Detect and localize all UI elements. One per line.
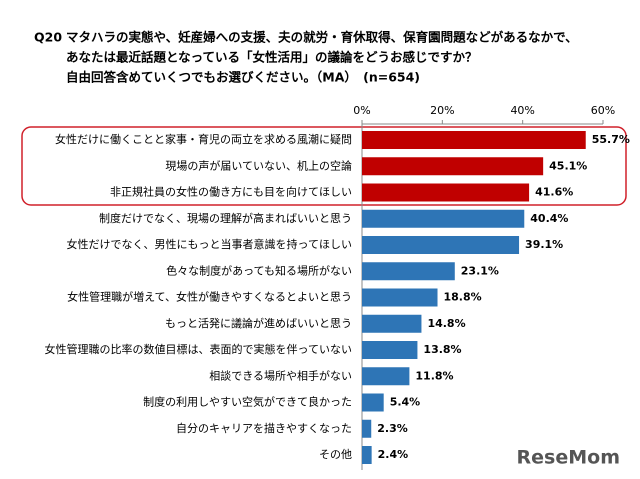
category-label: 現場の声が届いていない、机上の空論 bbox=[165, 158, 352, 172]
category-label: 女性管理職の比率の数値目標は、表面的で実態を伴っていない bbox=[45, 342, 352, 356]
chart-title: 自由回答含めていくつでもお選びください。（MA） (n=654) bbox=[66, 70, 420, 85]
category-label: 制度の利用しやすい空気ができて良かった bbox=[143, 395, 352, 409]
value-label: 39.1% bbox=[525, 238, 563, 251]
bar bbox=[362, 131, 586, 149]
value-label: 18.8% bbox=[444, 291, 482, 304]
x-tick-label: 60% bbox=[591, 104, 615, 117]
category-label: 自分のキャリアを描きやすくなった bbox=[176, 421, 352, 435]
bar bbox=[362, 314, 422, 333]
category-label: 女性だけに働くことと家事・育児の両立を求める風潮に疑問 bbox=[55, 132, 352, 146]
x-tick-label: 0% bbox=[353, 104, 370, 117]
value-label: 40.4% bbox=[530, 212, 568, 225]
bar bbox=[362, 367, 410, 386]
category-label: 相談できる場所や相手がない bbox=[209, 368, 352, 382]
value-label: 23.1% bbox=[461, 264, 499, 277]
category-label: 色々な制度があっても知る場所がない bbox=[166, 263, 352, 277]
value-label: 2.3% bbox=[377, 422, 408, 435]
value-label: 13.8% bbox=[423, 343, 461, 356]
category-label: 非正規社員の女性の働き方にも目を向けてほしい bbox=[110, 185, 352, 199]
category-label: 女性管理職が増えて、女性が働きやすくなるとよいと思う bbox=[67, 290, 352, 304]
bar bbox=[362, 446, 372, 464]
category-label: 制度だけでなく、現場の理解が高まればいいと思う bbox=[99, 211, 352, 225]
category-label: 女性だけでなく、男性にもっと当事者意識を持ってほしい bbox=[67, 237, 352, 251]
bar bbox=[362, 288, 438, 307]
value-label: 55.7% bbox=[592, 133, 630, 146]
bar bbox=[362, 157, 544, 176]
highlight-box bbox=[21, 126, 627, 206]
value-label: 45.1% bbox=[549, 159, 587, 172]
watermark: ReseMom bbox=[517, 447, 620, 469]
chart-title: マタハラの実態や、妊産婦への支援、夫の就労・育休取得、保育園問題などがあるなかで… bbox=[66, 30, 578, 45]
question-number: Q20 bbox=[34, 30, 62, 45]
category-label: その他 bbox=[319, 448, 352, 461]
value-label: 2.4% bbox=[378, 448, 409, 461]
x-tick-label: 20% bbox=[430, 104, 454, 117]
bar bbox=[362, 262, 455, 281]
value-label: 41.6% bbox=[535, 186, 573, 199]
value-label: 5.4% bbox=[390, 396, 421, 409]
bar bbox=[362, 419, 372, 438]
category-label: もっと活発に議論が進めばいいと思う bbox=[165, 316, 352, 330]
value-label: 14.8% bbox=[427, 317, 465, 330]
value-label: 11.8% bbox=[415, 369, 453, 382]
chart-title: あなたは最近話題となっている「女性活用」の議論をどうお感じですか？ bbox=[66, 50, 478, 65]
x-tick-label: 40% bbox=[510, 104, 534, 117]
bar bbox=[362, 393, 384, 412]
bar bbox=[362, 209, 525, 228]
bar bbox=[362, 183, 530, 202]
bar bbox=[362, 236, 520, 254]
bar bbox=[362, 341, 418, 359]
